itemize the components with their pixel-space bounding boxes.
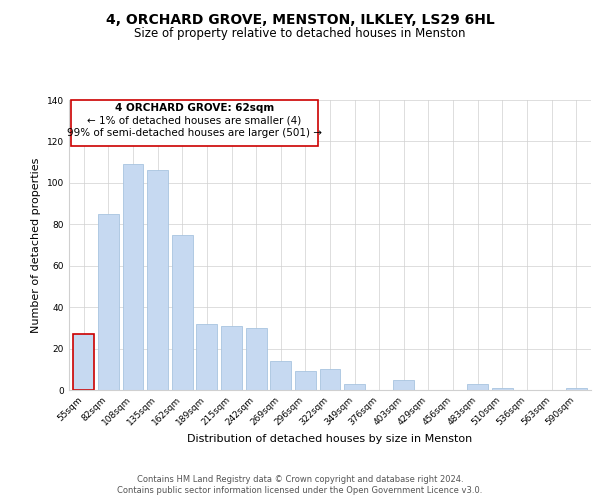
Text: 99% of semi-detached houses are larger (501) →: 99% of semi-detached houses are larger (… bbox=[67, 128, 322, 138]
Bar bbox=[566, 388, 587, 390]
Bar bbox=[270, 361, 291, 390]
Bar bbox=[320, 370, 340, 390]
Bar bbox=[147, 170, 168, 390]
Bar bbox=[344, 384, 365, 390]
Y-axis label: Number of detached properties: Number of detached properties bbox=[31, 158, 41, 332]
Bar bbox=[295, 372, 316, 390]
Bar bbox=[492, 388, 513, 390]
Bar bbox=[196, 324, 217, 390]
Bar bbox=[245, 328, 266, 390]
Bar bbox=[122, 164, 143, 390]
Bar bbox=[467, 384, 488, 390]
Text: 4, ORCHARD GROVE, MENSTON, ILKLEY, LS29 6HL: 4, ORCHARD GROVE, MENSTON, ILKLEY, LS29 … bbox=[106, 12, 494, 26]
Text: Contains HM Land Registry data © Crown copyright and database right 2024.: Contains HM Land Registry data © Crown c… bbox=[137, 475, 463, 484]
Bar bbox=[98, 214, 119, 390]
X-axis label: Distribution of detached houses by size in Menston: Distribution of detached houses by size … bbox=[187, 434, 473, 444]
Text: Size of property relative to detached houses in Menston: Size of property relative to detached ho… bbox=[134, 28, 466, 40]
Bar bbox=[394, 380, 415, 390]
Text: 4 ORCHARD GROVE: 62sqm: 4 ORCHARD GROVE: 62sqm bbox=[115, 102, 274, 113]
Text: Contains public sector information licensed under the Open Government Licence v3: Contains public sector information licen… bbox=[118, 486, 482, 495]
Bar bbox=[172, 234, 193, 390]
Text: ← 1% of detached houses are smaller (4): ← 1% of detached houses are smaller (4) bbox=[88, 115, 302, 125]
Bar bbox=[221, 326, 242, 390]
Bar bbox=[73, 334, 94, 390]
